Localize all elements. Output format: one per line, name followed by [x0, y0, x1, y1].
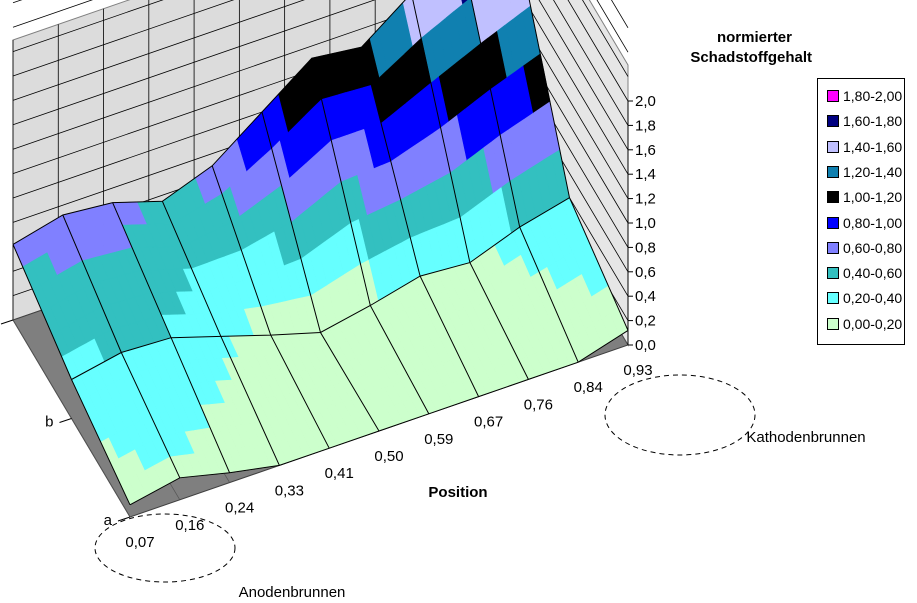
legend-swatch	[827, 115, 839, 128]
z-tick-label: 0,2	[635, 313, 656, 330]
legend-item: 0,20-0,40	[827, 289, 902, 307]
mesh-column-line	[112, 202, 231, 473]
z-tick-label: 1,6	[635, 142, 656, 159]
legend-label: 1,20-1,40	[843, 163, 903, 180]
legend-item: 1,20-1,40	[827, 163, 902, 181]
x-axis-title: Position	[428, 484, 487, 501]
legend-item: 0,00-0,20	[827, 315, 902, 333]
z-tick-label: 1,8	[635, 117, 656, 134]
mesh-column-line	[311, 58, 430, 415]
x-tick-label: 0,76	[524, 396, 553, 413]
legend-swatch	[827, 267, 839, 280]
row-tick	[59, 418, 72, 423]
annotation-anodenbrunnen: Anodenbrunnen	[239, 584, 346, 601]
legend-swatch	[827, 191, 839, 204]
x-tick-label: 0,84	[574, 379, 603, 396]
x-tick-label: 0,67	[474, 414, 503, 431]
legend-label: 1,00-1,20	[843, 189, 903, 206]
legend-item: 1,60-1,80	[827, 112, 902, 130]
mesh-column-line	[12, 244, 131, 506]
legend-item: 1,80-2,00	[827, 87, 902, 105]
legend-item: 0,60-0,80	[827, 239, 902, 257]
mesh-column-line	[361, 46, 480, 397]
legend-swatch	[827, 140, 839, 153]
gridline-horizontal	[12, 0, 164, 52]
z-tick-label: 0,6	[635, 264, 656, 281]
x-tick-label: 0,50	[374, 448, 403, 465]
legend-item: 1,40-1,60	[827, 138, 902, 156]
legend-swatch	[827, 90, 839, 102]
x-tick-label: 0,59	[424, 431, 453, 448]
legend-label: 0,40-0,60	[843, 265, 903, 282]
legend-label: 1,80-2,00	[843, 88, 903, 104]
mesh-column-line	[412, 0, 529, 380]
z-tick-label: 1,4	[635, 166, 656, 183]
row-tick-label: a	[104, 512, 113, 529]
legend-item: 1,00-1,20	[827, 188, 902, 206]
row-tick	[117, 516, 131, 522]
cathode-well-marker	[604, 374, 756, 456]
legend-item: 0,80-1,00	[827, 214, 902, 232]
legend-swatch	[827, 165, 839, 178]
mesh-column-line	[211, 165, 330, 449]
legend-label: 0,00-0,20	[843, 315, 903, 332]
z-tick-label: 2,0	[635, 93, 656, 110]
legend-label: 0,80-1,00	[843, 214, 903, 231]
mesh-column-line	[261, 111, 380, 432]
x-tick-label: 0,24	[225, 500, 254, 517]
chart-title-line-2: Schadstoffgehalt	[690, 49, 812, 66]
legend-swatch	[827, 241, 839, 254]
z-tick-label: 1,0	[635, 215, 656, 232]
z-tick-label: 0,4	[635, 288, 656, 305]
z-tick-label: 1,2	[635, 191, 656, 208]
x-tick-label: 0,33	[275, 482, 304, 499]
gridline-side	[553, 0, 629, 126]
row-tick	[0, 319, 14, 325]
annotation-kathodenbrunnen: Kathodenbrunnen	[746, 429, 865, 446]
mesh-column-line	[528, 0, 629, 331]
legend-swatch	[827, 317, 839, 330]
row-tick-label: b	[45, 414, 53, 431]
legend-label: 0,60-0,80	[843, 239, 903, 256]
legend-label: 0,20-0,40	[843, 290, 903, 307]
mesh-column-line	[470, 0, 579, 363]
mesh-column-line	[62, 214, 181, 479]
anode-well-marker	[94, 513, 236, 583]
gridline-side	[596, 0, 629, 53]
x-tick-label: 0,93	[623, 362, 652, 379]
x-tick-label: 0,16	[175, 517, 204, 534]
legend: 1,80-2,00 1,60-1,80 1,40-1,60 1,20-1,40 1,00…	[817, 78, 905, 345]
z-tick-label: 0,8	[635, 239, 656, 256]
gridline-side	[582, 0, 629, 77]
legend-label: 1,60-1,80	[843, 113, 903, 130]
mesh-column-line	[161, 201, 280, 466]
z-tick-label: 0,0	[635, 337, 656, 354]
chart-axes: 0,0 0,2 0,4 0,6 0,8 1,0 1,2 1,4 1,6 1,8 2,0 0,07 0,1…	[0, 93, 656, 551]
legend-swatch	[827, 216, 839, 229]
legend-label: 1,40-1,60	[843, 138, 903, 155]
legend-item: 0,40-0,60	[827, 264, 902, 282]
gridline-horizontal	[12, 0, 235, 77]
x-tick-label: 0,07	[125, 534, 154, 551]
gridline-horizontal	[12, 0, 305, 101]
gridline-side	[567, 0, 629, 102]
legend-swatch	[827, 292, 839, 305]
chart-title-line-1: normierter	[717, 29, 792, 46]
surface-plot	[12, 0, 629, 506]
gridline-side	[538, 0, 629, 151]
gridline-horizontal	[12, 0, 376, 126]
x-tick-label: 0,41	[325, 465, 354, 482]
